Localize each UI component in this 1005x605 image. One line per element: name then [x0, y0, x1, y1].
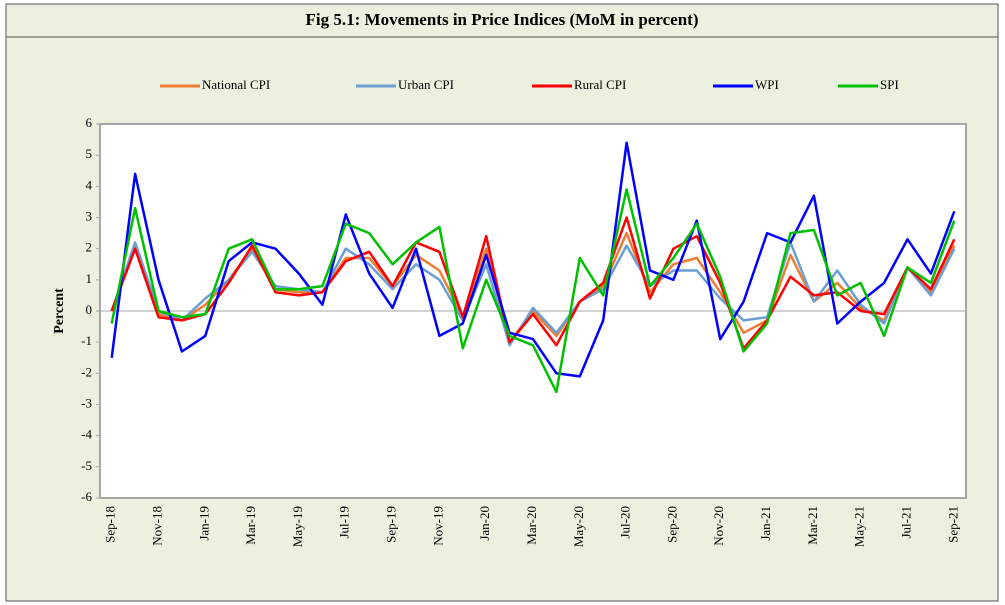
y-tick-label: -2	[81, 364, 92, 379]
x-tick-label: Sep-20	[664, 506, 679, 543]
x-tick-label: Jan-21	[758, 506, 773, 541]
x-tick-label: Sep-18	[103, 506, 118, 543]
y-tick-label: -4	[81, 427, 92, 442]
y-axis-label: Percent	[52, 288, 67, 334]
y-tick-label: -1	[81, 333, 92, 348]
x-tick-label: Jul-20	[618, 506, 633, 539]
x-tick-label: Nov-20	[711, 506, 726, 546]
y-tick-label: -6	[81, 489, 92, 504]
legend-label: WPI	[755, 77, 779, 92]
x-tick-label: May-21	[852, 506, 867, 547]
series-line	[110, 216, 956, 350]
series-line	[110, 188, 956, 394]
legend-label: National CPI	[202, 77, 270, 92]
y-tick-label: -5	[81, 458, 92, 473]
y-tick-label: 5	[86, 146, 93, 161]
legend-label: SPI	[880, 77, 899, 92]
x-tick-label: Jan-19	[196, 506, 211, 541]
x-tick-label: May-19	[290, 506, 305, 547]
legend-label: Urban CPI	[398, 77, 454, 92]
x-tick-label: Nov-18	[149, 506, 164, 546]
y-tick-label: 3	[86, 208, 93, 223]
series-line	[110, 141, 956, 378]
y-tick-label: -3	[81, 395, 92, 410]
x-tick-label: Mar-19	[243, 506, 258, 545]
series-line	[110, 241, 956, 347]
x-tick-label: Nov-19	[430, 506, 445, 546]
x-tick-label: Jan-20	[477, 506, 492, 541]
title-band	[5, 3, 999, 38]
y-tick-label: 6	[86, 115, 93, 130]
x-tick-label: Jul-21	[898, 506, 913, 539]
chart-title: Fig 5.1: Movements in Price Indices (MoM…	[306, 10, 699, 29]
legend-label: Rural CPI	[574, 77, 626, 92]
x-tick-label: Sep-19	[384, 506, 399, 543]
y-tick-label: 0	[86, 302, 93, 317]
x-tick-label: Mar-20	[524, 506, 539, 545]
y-tick-label: 4	[86, 177, 93, 192]
x-tick-label: Mar-21	[805, 506, 820, 545]
x-tick-label: May-20	[571, 506, 586, 547]
y-tick-label: 1	[86, 271, 93, 286]
x-tick-label: Jul-19	[337, 506, 352, 539]
x-tick-label: Sep-21	[945, 506, 960, 543]
y-tick-label: 2	[86, 240, 93, 255]
